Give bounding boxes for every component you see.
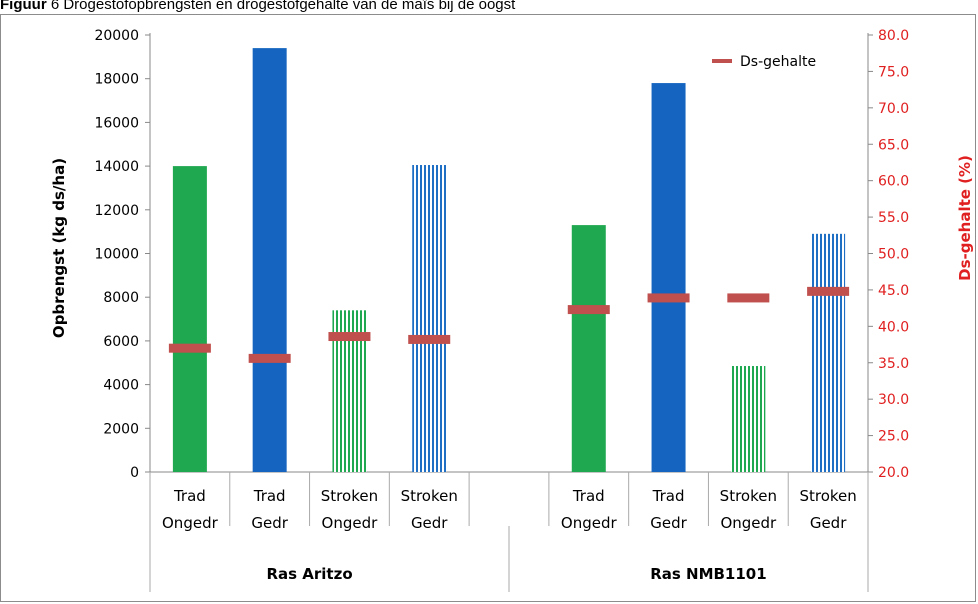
y2-tick-label: 65.0 xyxy=(878,137,909,153)
y2-tick-label: 25.0 xyxy=(878,429,909,445)
y2-tick-label: 55.0 xyxy=(878,210,909,226)
figure-header: Figuur 6 Drogestofopbrengsten en drogest… xyxy=(0,0,978,14)
y2-tick-label: 80.0 xyxy=(878,28,909,44)
x-category-label-line2: Ongedr xyxy=(322,514,379,532)
x-category-label-line1: Trad xyxy=(572,487,605,505)
y2-tick-label: 75.0 xyxy=(878,64,909,80)
y-tick-label: 12000 xyxy=(94,203,139,219)
legend-swatch xyxy=(712,59,732,63)
y-tick-label: 16000 xyxy=(94,115,139,131)
x-category-label-line2: Ongedr xyxy=(162,514,219,532)
ds-gehalte-marker xyxy=(408,334,451,344)
y2-tick-label: 60.0 xyxy=(878,174,909,190)
figure-header-label: Figuur xyxy=(0,0,47,13)
y-tick-label: 2000 xyxy=(103,421,139,437)
y2-tick-label: 70.0 xyxy=(878,101,909,117)
figure-header-text: 6 Drogestofopbrengsten en drogestofgehal… xyxy=(46,0,516,13)
yield-bar-stroken-gedr xyxy=(811,233,846,472)
y2-tick-label: 35.0 xyxy=(878,356,909,372)
ds-gehalte-marker xyxy=(168,343,211,353)
x-group-label: Ras NMB1101 xyxy=(650,565,766,583)
x-category-label-line2: Gedr xyxy=(810,514,847,532)
yield-bar-stroken-gedr xyxy=(412,165,447,472)
y2-tick-label: 50.0 xyxy=(878,247,909,263)
y-tick-label: 0 xyxy=(130,465,139,481)
y-tick-label: 18000 xyxy=(94,72,139,88)
y-tick-label: 8000 xyxy=(103,290,139,306)
y2-tick-label: 30.0 xyxy=(878,392,909,408)
ds-gehalte-marker xyxy=(567,305,610,315)
legend-label: Ds-gehalte xyxy=(740,54,816,70)
x-category-label-line2: Ongedr xyxy=(561,514,618,532)
bars xyxy=(172,48,846,473)
x-category-label-line1: Stroken xyxy=(321,487,378,505)
y2-tick-label: 20.0 xyxy=(878,465,909,481)
x-category-label-line1: Stroken xyxy=(799,487,856,505)
yield-bar-trad-ongedr xyxy=(571,225,606,472)
chart-frame xyxy=(0,14,976,602)
y2-tick-label: 40.0 xyxy=(878,319,909,335)
y-tick-label: 14000 xyxy=(94,159,139,175)
legend: Ds-gehalte xyxy=(712,54,816,70)
y2-axis-title: Ds-gehalte (%) xyxy=(956,155,974,281)
x-category-label-line2: Ongedr xyxy=(720,514,777,532)
yield-bar-stroken-ongedr xyxy=(731,366,766,472)
ds-gehalte-marker xyxy=(647,293,690,303)
y-tick-label: 10000 xyxy=(94,247,139,263)
x-category-label-line1: Trad xyxy=(652,487,685,505)
y-tick-label: 6000 xyxy=(103,334,139,350)
ds-markers xyxy=(168,286,850,363)
ds-gehalte-marker xyxy=(807,286,850,296)
ds-gehalte-marker xyxy=(328,332,371,342)
yield-bar-trad-ongedr xyxy=(172,166,207,472)
x-category-label-line1: Trad xyxy=(173,487,206,505)
x-category-label-line2: Gedr xyxy=(251,514,288,532)
x-category-label-line2: Gedr xyxy=(411,514,448,532)
y2-tick-label: 45.0 xyxy=(878,283,909,299)
y-axis-title: Opbrengst (kg ds/ha) xyxy=(50,158,68,338)
yield-bar-trad-gedr xyxy=(252,48,287,473)
y-tick-label: 4000 xyxy=(103,378,139,394)
x-category-label-line1: Trad xyxy=(253,487,286,505)
ds-gehalte-marker xyxy=(248,353,291,363)
x-category-label-line1: Stroken xyxy=(401,487,458,505)
axis-labels: Opbrengst (kg ds/ha) Ds-gehalte (%) xyxy=(50,155,974,338)
y-tick-label: 20000 xyxy=(94,28,139,44)
ds-gehalte-marker xyxy=(727,293,770,303)
axes: 0 2000 4000 6000 8000 10000 12000 14000 16000 180… xyxy=(94,28,909,592)
x-group-label: Ras Aritzo xyxy=(266,565,352,583)
x-category-label-line1: Stroken xyxy=(720,487,777,505)
yield-bar-trad-gedr xyxy=(651,83,686,472)
x-category-label-line2: Gedr xyxy=(650,514,687,532)
